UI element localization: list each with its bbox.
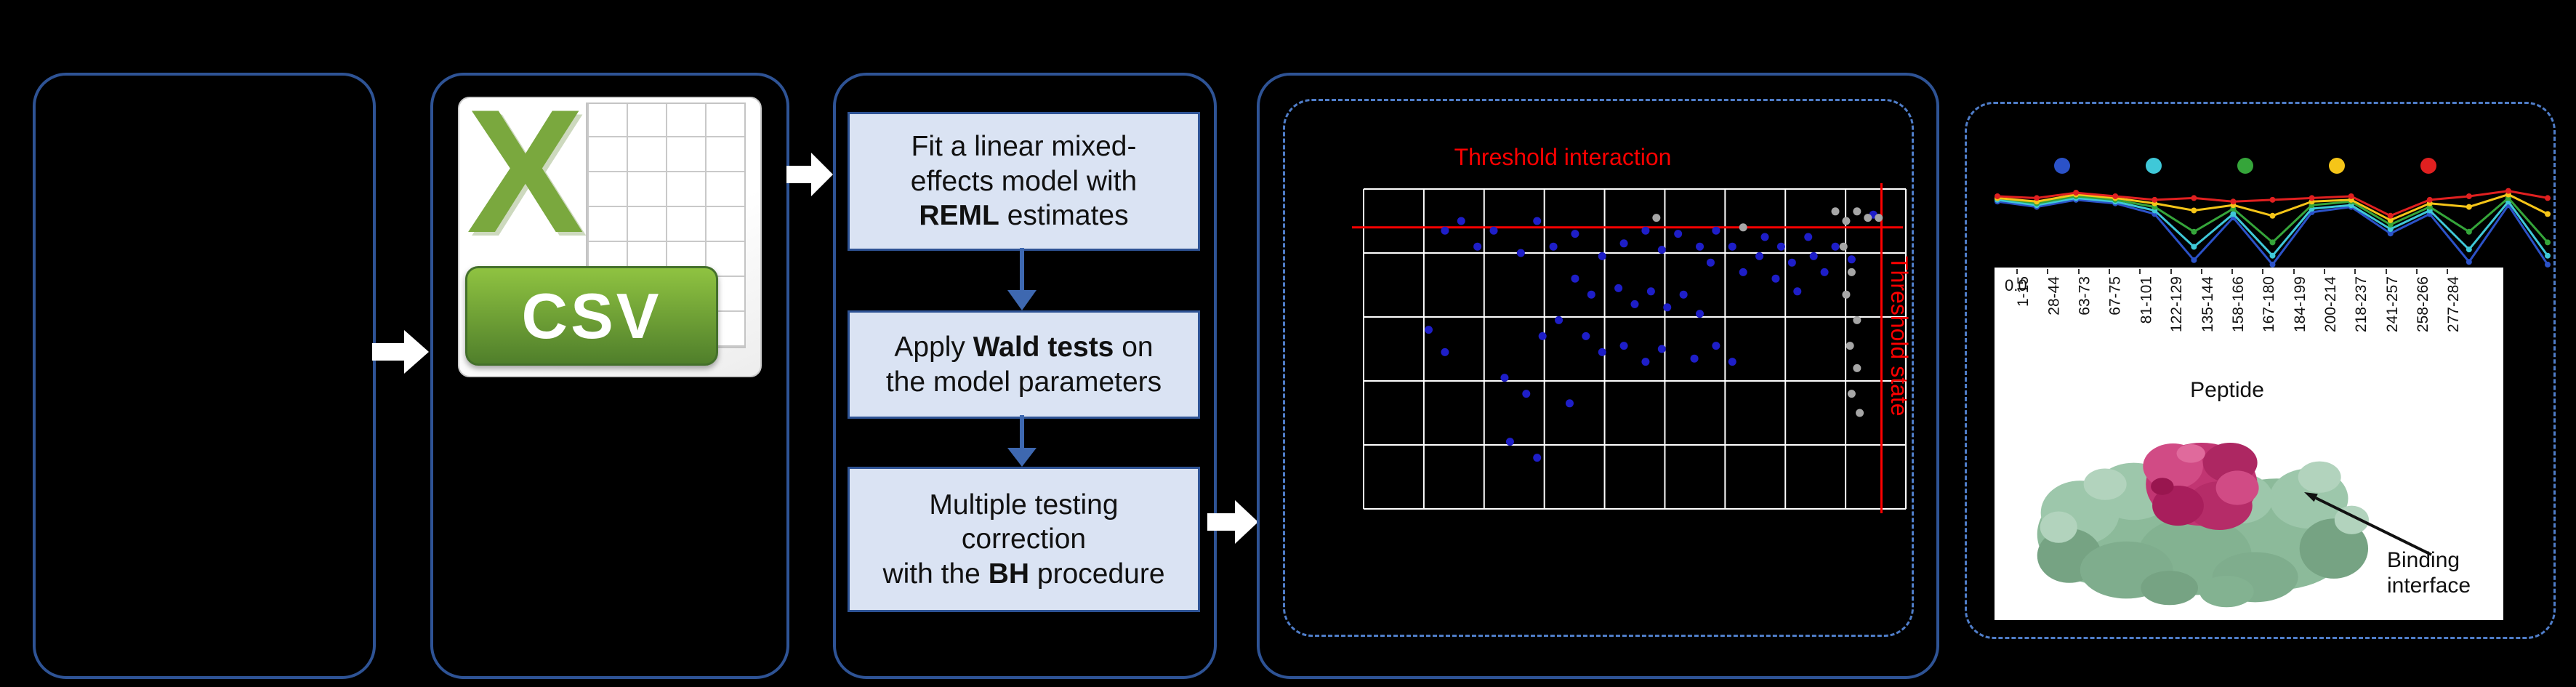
axis-tick — [2262, 269, 2264, 274]
csv-banner-label: CSV — [521, 279, 662, 352]
axis-tick — [2047, 269, 2049, 274]
step-text-line: the model parameters — [885, 366, 1162, 398]
woods-series-state-red — [1995, 188, 2551, 219]
binding-interface-label-line1: Binding — [2387, 548, 2460, 572]
peptide-tick-label: 241-257 — [2383, 276, 2401, 333]
peptide-tick-label: 81-101 — [2138, 276, 2155, 324]
axis-tick — [2324, 269, 2325, 274]
step-text-line: Multiple testing — [929, 489, 1119, 521]
down-arrow-icon — [1007, 415, 1037, 467]
step-text-line: effects model with — [910, 165, 1138, 197]
right-block-arrow-icon — [372, 330, 429, 374]
axis-tick — [2170, 269, 2172, 274]
axis-tick — [2139, 269, 2141, 274]
peptide-tick-label: 218-237 — [2353, 276, 2370, 333]
peptide-tick-label: 1-15 — [2015, 276, 2032, 308]
scatter-grid — [1363, 188, 1907, 510]
panel-csv-input: X CSV — [430, 73, 789, 679]
woods-series-state-cyan — [1995, 195, 2551, 259]
peptide-tick-label: 200-214 — [2322, 276, 2339, 333]
csv-banner: CSV — [465, 266, 718, 366]
peptide-tick-label: 167-180 — [2261, 276, 2278, 333]
step-text-line: with the BH procedure — [882, 558, 1165, 590]
threshold-state-label: Threshold state — [1886, 256, 1912, 417]
panel-results-scatter — [1257, 73, 1939, 679]
axis-tick — [2016, 269, 2018, 274]
peptide-tick-label: 122-129 — [2168, 276, 2186, 333]
axis-tick — [2077, 269, 2080, 274]
excel-x-glyph: X — [467, 73, 584, 270]
axis-tick — [2293, 269, 2295, 274]
peptide-tick-label: 184-199 — [2291, 276, 2309, 333]
right-block-arrow-icon — [1207, 500, 1258, 544]
step-bh-box: Multiple testing correction with the BH … — [848, 467, 1200, 612]
pvalue-scatter-plot — [1352, 183, 1907, 513]
step-text-line: Apply Wald tests on — [894, 331, 1154, 363]
step-text-line: correction — [961, 523, 1087, 555]
panel-results-structure — [1965, 102, 2556, 639]
peptide-figure-panel: 0.0 1-15 28-44 63-73 67-75 81-101 122-129 135-… — [1995, 268, 2503, 620]
peptide-tick-label: 135-144 — [2199, 276, 2216, 333]
axis-tick — [2108, 269, 2110, 274]
axis-tick — [2200, 269, 2202, 274]
right-block-arrow-icon — [786, 153, 833, 196]
peptide-tick-label: 258-266 — [2414, 276, 2431, 333]
step-wald-box: Apply Wald tests on the model parameters — [848, 310, 1200, 419]
axis-tick — [2447, 269, 2449, 274]
scatter-series-not-significant — [1652, 207, 1883, 417]
peptide-tick-label: 67-75 — [2106, 276, 2124, 316]
binding-interface-label: Binding interface — [2387, 547, 2471, 599]
x-axis-title: Peptide — [2190, 378, 2264, 402]
axis-tick — [2415, 269, 2418, 274]
woods-plot — [1995, 158, 2551, 268]
peptide-tick-label: 158-166 — [2230, 276, 2247, 333]
peptide-tick-label: 63-73 — [2076, 276, 2093, 316]
binding-interface-arrow — [2304, 492, 2432, 556]
step-text-line: REML estimates — [919, 200, 1129, 232]
peptide-tick-label: 28-44 — [2045, 276, 2063, 316]
panel-raw-data — [33, 73, 376, 679]
binding-interface-label-line2: interface — [2387, 574, 2471, 598]
step-reml-box: Fit a linear mixed- effects model with R… — [848, 112, 1200, 251]
step-text-line: Fit a linear mixed- — [911, 131, 1137, 163]
csv-file-icon: X CSV — [458, 84, 762, 377]
y-axis-tick-label: 0.0 — [2005, 276, 2027, 294]
state-legend-dots — [2054, 158, 2436, 174]
down-arrow-icon — [1007, 248, 1037, 310]
scatter-dashed-border — [1283, 99, 1914, 637]
axis-tick — [2385, 269, 2387, 274]
threshold-interaction-label: Threshold interaction — [1454, 144, 1672, 170]
peptide-tick-label: 277-284 — [2445, 276, 2463, 333]
protein-structure — [2037, 443, 2370, 608]
peptide-axis-labels: 1-15 28-44 63-73 67-75 81-101 122-129 135-144 1… — [1995, 269, 2463, 355]
scatter-series-significant — [1425, 210, 1877, 462]
axis-tick — [2354, 269, 2356, 274]
axis-tick — [2231, 269, 2234, 274]
